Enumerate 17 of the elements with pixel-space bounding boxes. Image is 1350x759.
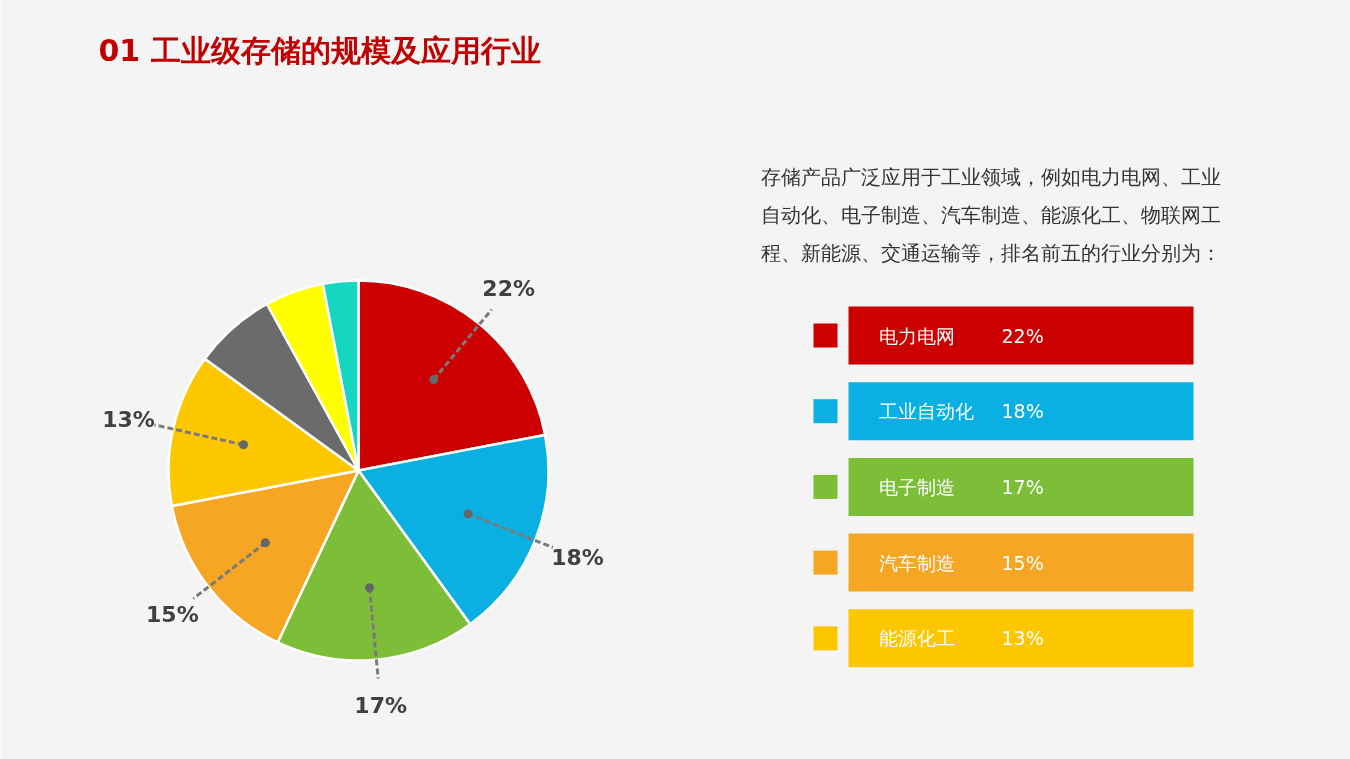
text: 15% [1001, 551, 1044, 574]
data-label: 17% [354, 692, 408, 718]
legend-label: 汽车制造 [878, 551, 955, 574]
data-label: 22% [482, 276, 536, 302]
text: 13% [1001, 627, 1044, 650]
data-label: 18% [551, 544, 604, 570]
chart-title: 01 工业级存储的规模及应用行业 [98, 33, 541, 68]
legend-label: 电力电网 [878, 324, 955, 347]
data-label: 13% [102, 406, 155, 432]
legend-label: 能源化工 [878, 627, 955, 650]
text: 17% [1001, 475, 1044, 498]
legend-label: 工业自动化 [878, 400, 974, 423]
data-label: 15% [146, 602, 199, 628]
text: 18% [1001, 400, 1044, 423]
text: 存储产品广泛应用于工业领域，例如电力电网、工业自动化、电子制造、汽车制造、能源化工、物联网工程、新能源、交通运输等，排名前五的行业分别为： [760, 164, 1221, 265]
text: 22% [1001, 324, 1044, 347]
legend-label: 电子制造 [878, 475, 955, 498]
